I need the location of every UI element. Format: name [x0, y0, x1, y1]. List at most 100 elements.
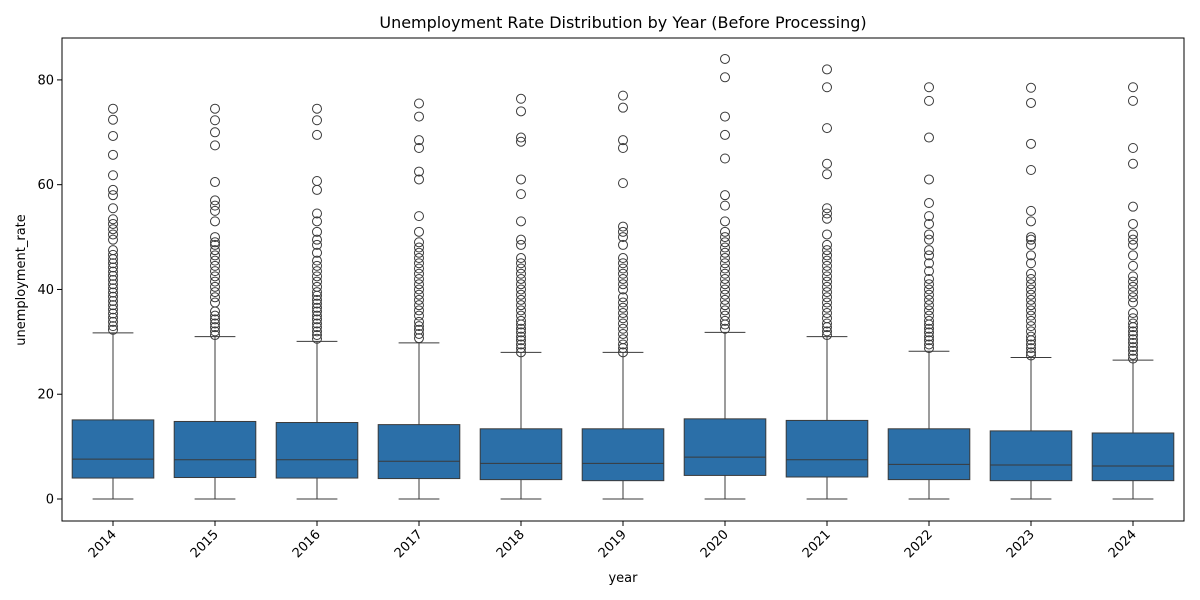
outlier-point: [210, 115, 220, 126]
outlier-point: [1026, 138, 1036, 149]
box-group-2021: [785, 64, 869, 500]
outlier-point: [312, 306, 322, 317]
outlier-point: [720, 310, 730, 321]
outlier-point: [1026, 234, 1036, 245]
box-iqr: [887, 428, 971, 481]
outlier-point: [720, 289, 730, 300]
outlier-point: [516, 189, 526, 200]
outlier-point: [924, 82, 934, 93]
outlier-point: [414, 98, 424, 109]
outlier-point: [720, 153, 730, 164]
box-group-2017: [377, 98, 461, 500]
outlier-point: [312, 115, 322, 126]
outlier-point: [924, 174, 934, 185]
outlier-point: [516, 305, 526, 316]
outlier-point: [720, 200, 730, 211]
outlier-point: [108, 316, 118, 327]
outlier-point: [1026, 339, 1036, 350]
outlier-point: [414, 226, 424, 237]
outlier-point: [210, 281, 220, 292]
outlier-point: [1128, 342, 1138, 353]
outlier-point: [924, 132, 934, 143]
outlier-point: [924, 198, 934, 209]
outlier-point: [822, 260, 832, 271]
outlier-point: [210, 205, 220, 216]
x-tick-label: 2018: [494, 527, 528, 561]
outlier-point: [210, 297, 220, 308]
box-group-2016: [275, 103, 359, 500]
outlier-point: [924, 310, 934, 321]
box-group-2014: [71, 103, 155, 500]
outlier-point: [1026, 310, 1036, 321]
outlier-point: [1026, 232, 1036, 243]
outlier-point: [210, 271, 220, 282]
outlier-point: [720, 315, 730, 326]
outlier-point: [516, 273, 526, 284]
outlier-point: [210, 287, 220, 298]
outlier-point: [108, 224, 118, 235]
outlier-point: [414, 174, 424, 185]
outlier-point: [414, 258, 424, 269]
outlier-point: [108, 229, 118, 240]
outlier-point: [210, 318, 220, 329]
outlier-point: [108, 214, 118, 225]
box-group-2023: [989, 82, 1073, 500]
outlier-point: [210, 200, 220, 211]
outlier-point: [822, 330, 832, 341]
outlier-point: [414, 273, 424, 284]
outlier-point: [822, 64, 832, 75]
outlier-point: [720, 129, 730, 140]
outlier-point: [516, 289, 526, 300]
outlier-point: [720, 323, 730, 334]
outlier-point: [822, 82, 832, 93]
outlier-point: [1128, 143, 1138, 154]
outlier-point: [516, 258, 526, 269]
outlier-point: [1128, 308, 1138, 319]
outlier-point: [822, 297, 832, 308]
outlier-point: [516, 343, 526, 354]
outlier-point: [720, 258, 730, 269]
outlier-point: [312, 271, 322, 282]
box-iqr: [173, 420, 257, 479]
outlier-point: [720, 253, 730, 264]
outlier-point: [108, 203, 118, 214]
outlier-point: [414, 300, 424, 311]
outlier-point: [414, 294, 424, 305]
outlier-point: [720, 305, 730, 316]
outlier-point: [312, 226, 322, 237]
outlier-point: [414, 310, 424, 321]
outlier-point: [312, 310, 322, 321]
outlier-point: [108, 218, 118, 229]
outlier-point: [516, 284, 526, 295]
outlier-point: [720, 53, 730, 64]
outlier-point: [108, 312, 118, 323]
outlier-point: [924, 300, 934, 311]
y-tick-label: 60: [37, 178, 54, 193]
outlier-point: [1026, 97, 1036, 108]
outlier-point: [618, 268, 628, 279]
outlier-point: [1128, 271, 1138, 282]
outlier-point: [108, 321, 118, 332]
outlier-point: [1128, 326, 1138, 337]
outlier-point: [414, 284, 424, 295]
outlier-point: [516, 300, 526, 311]
outlier-point: [414, 135, 424, 146]
outlier-point: [516, 294, 526, 305]
outlier-point: [924, 258, 934, 269]
outlier-point: [312, 318, 322, 329]
outlier-point: [924, 289, 934, 300]
outlier-point: [414, 253, 424, 264]
outlier-point: [108, 170, 118, 181]
outlier-point: [1026, 165, 1036, 176]
outlier-point: [108, 103, 118, 114]
outlier-point: [210, 330, 220, 341]
outlier-point: [516, 136, 526, 147]
outlier-point: [108, 300, 118, 311]
y-tick-label: 80: [37, 73, 54, 88]
outlier-point: [1026, 331, 1036, 342]
outlier-point: [720, 232, 730, 243]
outlier-point: [822, 239, 832, 250]
outlier-point: [924, 284, 934, 295]
outlier-point: [516, 263, 526, 274]
box-group-2018: [479, 93, 563, 500]
